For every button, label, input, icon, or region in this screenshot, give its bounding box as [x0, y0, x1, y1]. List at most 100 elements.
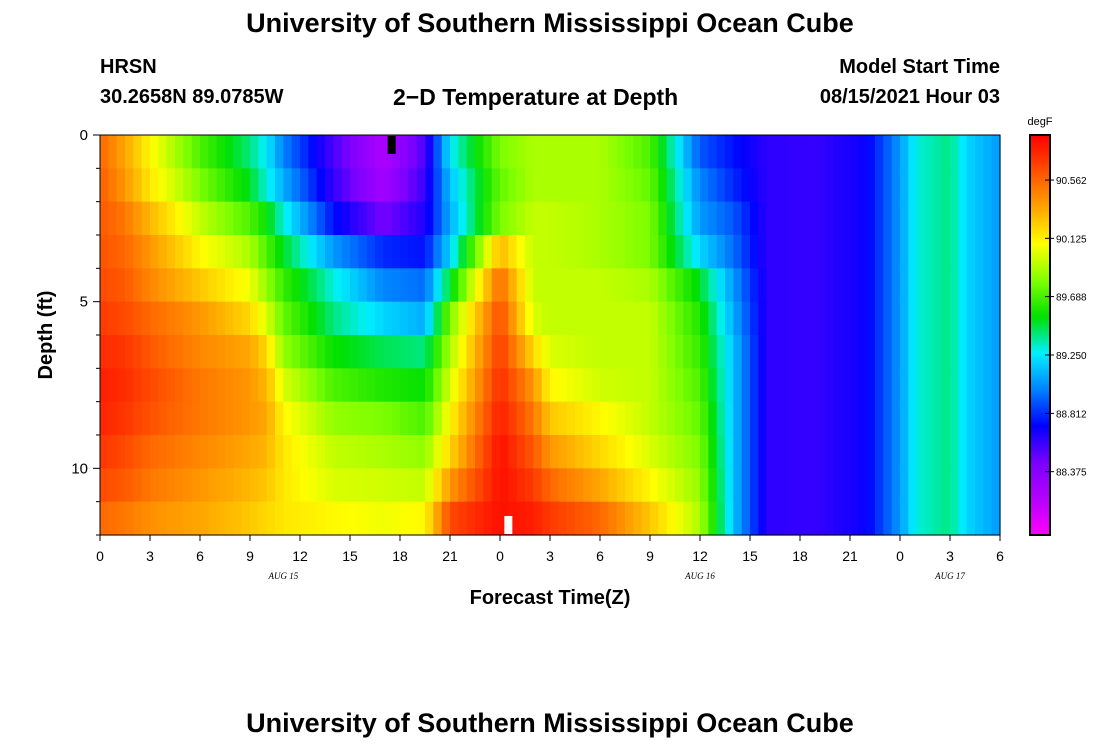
heatmap-cell — [566, 135, 576, 169]
heatmap-cell — [733, 501, 743, 536]
heatmap-cell — [100, 401, 109, 436]
heatmap-cell — [558, 435, 568, 469]
heatmap-cell — [716, 468, 726, 503]
heatmap-cell — [916, 235, 926, 269]
top-marker — [387, 136, 396, 154]
heatmap-cell — [683, 201, 693, 236]
heatmap-cell — [733, 301, 743, 336]
heatmap-cell — [791, 168, 801, 203]
heatmap-cell — [975, 435, 984, 469]
heatmap-cell — [550, 201, 559, 236]
heatmap-cell — [716, 135, 726, 169]
heatmap-cell — [916, 435, 926, 469]
heatmap-cell — [575, 335, 584, 369]
heatmap-cell — [350, 268, 359, 303]
heatmap-cell — [175, 501, 184, 536]
heatmap-cell — [416, 501, 426, 536]
heatmap-cell — [233, 168, 243, 203]
heatmap-cell — [200, 435, 209, 469]
heatmap-cell — [858, 501, 868, 536]
heatmap-cell — [183, 368, 193, 403]
heatmap-cell — [125, 235, 134, 269]
heatmap-cell — [766, 468, 776, 503]
x-tick-label: 21 — [842, 548, 858, 564]
heatmap-cell — [241, 201, 251, 236]
heatmap-cell — [808, 368, 818, 403]
heatmap-cell — [933, 368, 943, 403]
heatmap-cell — [600, 135, 609, 169]
heatmap-cell — [783, 168, 793, 203]
heatmap-cell — [650, 401, 659, 436]
heatmap-cell — [225, 335, 234, 369]
heatmap-cell — [375, 501, 384, 536]
heatmap-cell — [383, 268, 393, 303]
heatmap-cell — [558, 335, 568, 369]
heatmap-cell — [608, 235, 618, 269]
heatmap-cell — [133, 135, 143, 169]
heatmap-cell — [366, 201, 376, 236]
heatmap-cell — [891, 201, 901, 236]
heatmap-cell — [225, 268, 234, 303]
heatmap-cell — [841, 235, 851, 269]
heatmap-cell — [633, 501, 643, 536]
heatmap-cell — [841, 268, 851, 303]
x-tick-label: 0 — [496, 548, 504, 564]
heatmap-cell — [683, 501, 693, 536]
heatmap-cell — [691, 468, 701, 503]
heatmap-cell — [241, 168, 251, 203]
heatmap-cell — [766, 368, 776, 403]
heatmap-cell — [783, 401, 793, 436]
heatmap-cell — [166, 235, 176, 269]
heatmap-cell — [141, 335, 151, 369]
heatmap-cell — [466, 401, 476, 436]
heatmap-cell — [775, 168, 784, 203]
heatmap-cell — [908, 368, 918, 403]
heatmap-cell — [925, 401, 934, 436]
heatmap-cell — [183, 235, 193, 269]
heatmap-cell — [891, 301, 901, 336]
heatmap-cell — [708, 201, 718, 236]
heatmap-cell — [833, 135, 843, 169]
heatmap-cell — [991, 168, 1001, 203]
heatmap-cell — [550, 301, 559, 336]
heatmap-cell — [416, 435, 426, 469]
heatmap-cell — [125, 501, 134, 536]
heatmap-cell — [108, 435, 118, 469]
heatmap-cell — [916, 135, 926, 169]
heatmap-cell — [550, 435, 559, 469]
x-tick-label: 15 — [342, 548, 358, 564]
heatmap-cell — [441, 435, 451, 469]
heatmap-cell — [525, 468, 534, 503]
heatmap-cell — [425, 201, 434, 236]
heatmap-cell — [416, 301, 426, 336]
heatmap-cell — [366, 335, 376, 369]
heatmap-cell — [700, 335, 709, 369]
heatmap-cell — [691, 201, 701, 236]
heatmap-cell — [633, 235, 643, 269]
heatmap-cell — [608, 501, 618, 536]
heatmap-cell — [525, 268, 534, 303]
heatmap-cell — [100, 468, 109, 503]
colorbar-tick-label: 89.688 — [1056, 293, 1087, 304]
heatmap-cell — [616, 501, 626, 536]
heatmap-cell — [158, 268, 168, 303]
heatmap-cell — [416, 468, 426, 503]
heatmap-cell — [300, 235, 309, 269]
heatmap-cell — [458, 135, 468, 169]
heatmap-cell — [150, 501, 159, 536]
heatmap-cell — [575, 135, 584, 169]
heatmap-cell — [566, 435, 576, 469]
heatmap-cell — [591, 268, 601, 303]
heatmap-cell — [508, 268, 518, 303]
heatmap-cell — [625, 501, 634, 536]
heatmap-cell — [991, 268, 1001, 303]
heatmap-cell — [891, 335, 901, 369]
heatmap-cell — [175, 201, 184, 236]
heatmap-cell — [425, 501, 434, 536]
heatmap-cell — [616, 301, 626, 336]
heatmap-cell — [933, 168, 943, 203]
heatmap-cell — [950, 368, 959, 403]
heatmap-cell — [100, 201, 109, 236]
heatmap-cell — [983, 335, 993, 369]
heatmap-cell — [433, 135, 443, 169]
